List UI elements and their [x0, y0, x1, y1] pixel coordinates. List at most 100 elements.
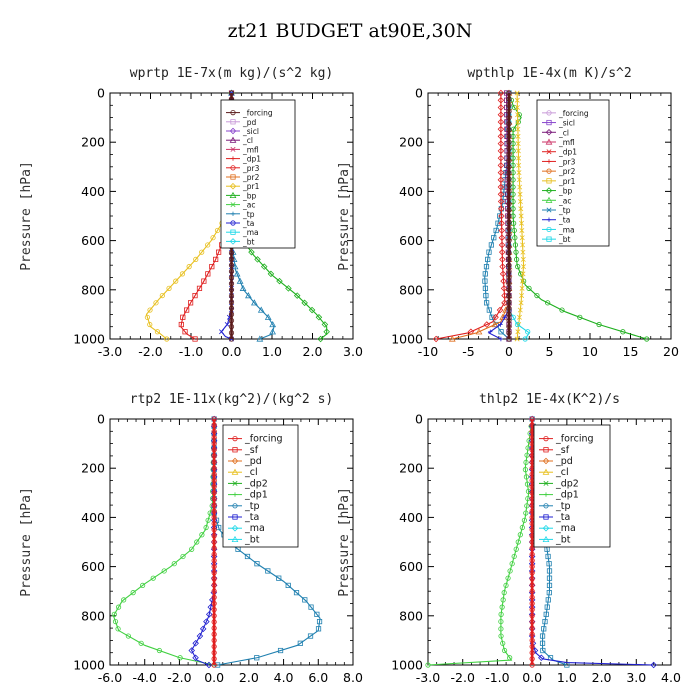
x-tick-label: -2.0: [167, 670, 191, 685]
legend-marker: [230, 174, 236, 180]
series-line: [145, 93, 233, 340]
legend-entry: _sf: [244, 445, 259, 456]
data-point: [506, 293, 512, 299]
data-point: [228, 324, 235, 330]
data-point: [228, 90, 235, 96]
data-point: [248, 248, 255, 256]
legend-entry: _pr1: [558, 177, 576, 186]
data-point: [644, 336, 650, 342]
data-point: [515, 126, 521, 132]
data-point: [147, 321, 153, 328]
x-tick-label: 1.0: [557, 670, 577, 685]
x-tick-label: -3.0: [98, 344, 122, 359]
data-point: [308, 306, 316, 314]
data-point: [188, 300, 194, 306]
data-point: [506, 274, 512, 281]
data-point: [293, 590, 300, 596]
data-point: [520, 249, 526, 255]
data-point: [546, 582, 553, 589]
data-point: [529, 656, 535, 662]
data-point: [529, 563, 535, 570]
chart-panel-2: wpthlp 1E-4x(m K)/s^2 Pressure [hPa] -10 -5…: [337, 66, 679, 359]
legend-marker: [542, 535, 550, 542]
data-point: [539, 640, 546, 646]
data-point: [192, 336, 198, 342]
data-point: [501, 299, 508, 307]
data-point: [205, 271, 211, 277]
data-point: [140, 582, 146, 589]
data-point: [293, 292, 301, 299]
y-tick-label: 0: [415, 86, 423, 101]
y-tick-label: 200: [81, 135, 105, 150]
data-point: [497, 96, 505, 104]
data-point: [505, 575, 511, 581]
data-point: [491, 235, 497, 241]
data-point: [514, 97, 520, 103]
data-point: [228, 336, 235, 342]
series-line: [427, 418, 533, 666]
data-point: [211, 557, 217, 564]
data-point: [211, 545, 217, 551]
data-point: [511, 553, 517, 560]
data-point: [498, 248, 506, 256]
data-point: [211, 428, 217, 434]
data-point: [520, 278, 526, 284]
legend-entry: _cl: [555, 467, 569, 478]
x-tick-label: 3.0: [626, 670, 646, 685]
legend-entry: _bp: [242, 191, 257, 200]
data-point: [211, 582, 217, 588]
data-point: [506, 207, 512, 213]
x-tick-label: -2.0: [138, 344, 162, 359]
data-point: [529, 570, 535, 576]
legend-marker: [230, 110, 236, 116]
data-point: [199, 625, 207, 633]
data-point: [211, 563, 217, 570]
data-point: [201, 278, 207, 284]
data-point: [506, 182, 512, 188]
data-point: [523, 510, 529, 516]
legend-marker: [230, 119, 236, 125]
legend-marker: [232, 514, 238, 520]
legend-marker: [232, 480, 238, 486]
data-point: [507, 568, 513, 574]
data-point: [498, 618, 504, 625]
data-point: [483, 264, 490, 270]
legend-marker: [546, 226, 552, 233]
data-point: [211, 625, 217, 631]
data-point: [211, 619, 217, 625]
data-point: [546, 561, 552, 567]
data-point: [194, 539, 200, 545]
data-point: [276, 277, 283, 285]
data-point: [500, 640, 506, 646]
data-point: [205, 661, 213, 669]
legend-entry: _ta: [555, 512, 570, 523]
chart-panel-3: rtp2 1E-11x(kg^2)/(kg^2 s) Pressure [hPa]…: [19, 392, 363, 685]
data-point: [211, 490, 217, 496]
legend-entry: _ac: [242, 201, 255, 210]
legend-box: [222, 424, 299, 548]
data-point: [511, 227, 517, 234]
data-point: [264, 313, 272, 320]
data-point: [534, 292, 540, 299]
y-tick-label: 400: [399, 184, 423, 199]
x-tick-label: -1.0: [179, 344, 203, 359]
data-point: [265, 568, 271, 574]
data-point: [529, 545, 535, 551]
data-point: [321, 321, 329, 328]
data-point: [529, 551, 535, 557]
data-point: [529, 650, 535, 656]
legend-entry: _bt: [244, 534, 260, 545]
x-tick-label: -3.0: [416, 670, 440, 685]
data-point: [121, 597, 127, 603]
legend-entry: _bt: [558, 235, 571, 244]
x-tick-label: -5: [462, 344, 474, 359]
data-point: [228, 274, 235, 281]
data-point: [529, 625, 535, 631]
data-point: [164, 336, 170, 342]
legend-entry: _pd: [242, 118, 257, 127]
legend-marker: [231, 468, 239, 475]
panel-title: wprtp 1E-7x(m kg)/(s^2 kg): [130, 66, 334, 81]
data-point: [503, 582, 509, 589]
data-point: [497, 162, 505, 169]
